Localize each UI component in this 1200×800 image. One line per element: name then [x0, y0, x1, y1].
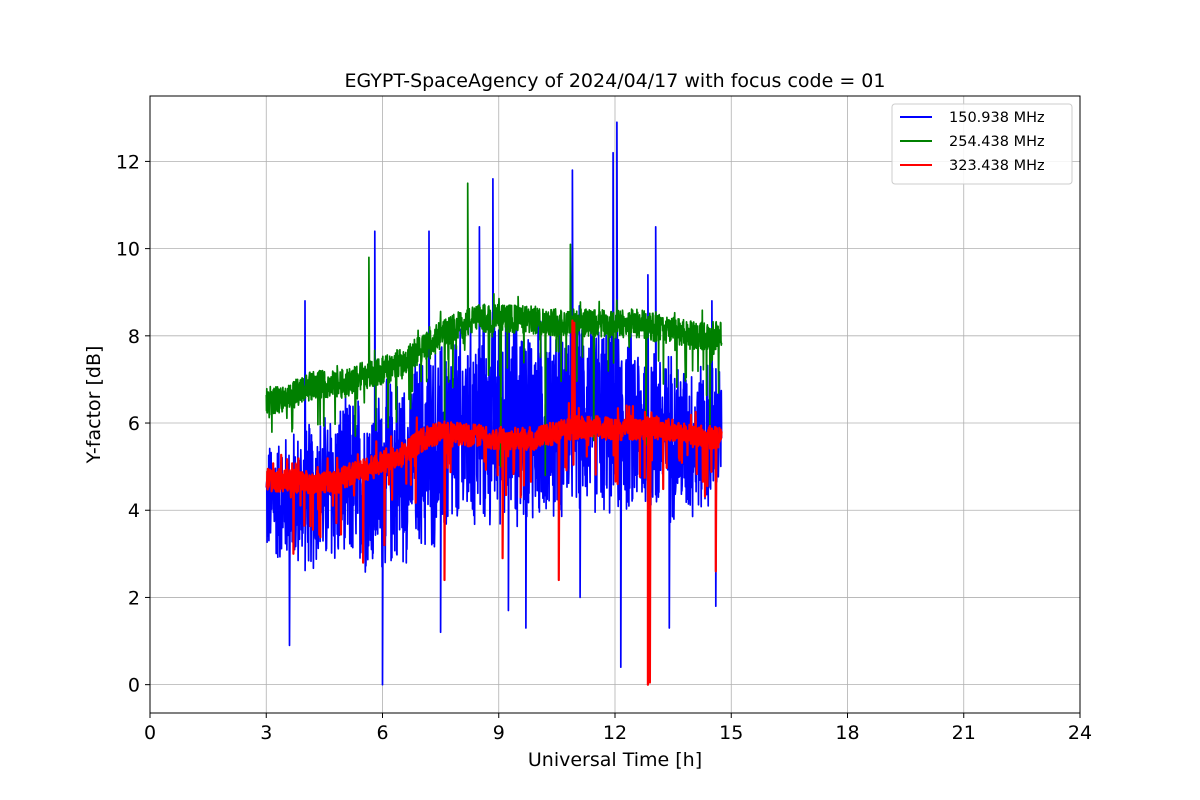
x-tick-label: 9	[493, 722, 505, 744]
y-tick-label: 12	[116, 151, 140, 173]
x-tick-label: 0	[144, 722, 156, 744]
x-tick-label: 18	[835, 722, 859, 744]
x-tick-label: 12	[603, 722, 627, 744]
y-tick-label: 2	[128, 587, 140, 609]
y-axis-label: Y-factor [dB]	[83, 346, 105, 465]
y-tick-label: 4	[128, 500, 140, 522]
x-tick-label: 21	[952, 722, 976, 744]
x-tick-label: 3	[260, 722, 272, 744]
chart-title: EGYPT-SpaceAgency of 2024/04/17 with foc…	[345, 70, 886, 92]
x-tick-label: 6	[376, 722, 388, 744]
plot-area	[265, 121, 723, 686]
x-tick-label: 24	[1068, 722, 1092, 744]
y-tick-label: 8	[128, 326, 140, 348]
series-group	[265, 121, 723, 686]
legend-label: 150.938 MHz	[949, 110, 1045, 126]
legend-box	[891, 103, 1073, 185]
y-tick-label: 0	[128, 675, 140, 697]
legend: 150.938 MHz 254.438 MHz 323.438 MHz	[891, 103, 1073, 185]
x-tick-label: 15	[719, 722, 743, 744]
y-tick-label: 6	[128, 413, 140, 435]
legend-label: 254.438 MHz	[949, 134, 1045, 150]
series-line-2	[265, 182, 723, 477]
series-line-3	[265, 319, 723, 686]
y-tick-label: 10	[116, 239, 140, 261]
x-axis-label: Universal Time [h]	[528, 749, 702, 771]
legend-label: 323.438 MHz	[949, 158, 1045, 174]
